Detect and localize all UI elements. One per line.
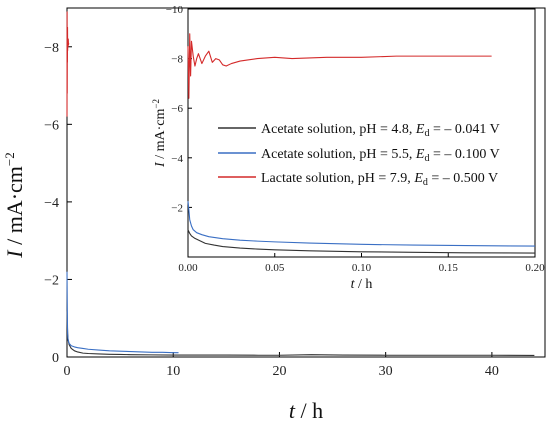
main-x-axis-label: t / h — [289, 398, 323, 423]
inset-y-tick-label: −4 — [171, 153, 183, 165]
inset-y-tick-label: −2 — [171, 202, 183, 214]
inset-y-axis-label: I / mA·cm−2 — [151, 99, 168, 168]
main-series-line-1 — [66, 310, 535, 356]
inset-y-tick-label: −8 — [171, 54, 183, 66]
inset-x-tick-label: 0.20 — [525, 262, 545, 274]
main-series-line-2 — [66, 271, 179, 354]
main-x-tick-label: 30 — [379, 364, 393, 379]
main-y-tick-label: −8 — [44, 41, 59, 56]
main-y-tick-label: −4 — [44, 196, 59, 211]
main-x-tick-label: 10 — [166, 364, 180, 379]
legend-entry-2: Acetate solution, pH = 5.5, Ed = – 0.100… — [261, 147, 500, 164]
legend: Acetate solution, pH = 4.8, Ed = – 0.041… — [218, 122, 500, 188]
main-plot-frame — [66, 7, 546, 358]
inset-series-line-3 — [187, 33, 492, 99]
main-y-tick-label: 0 — [52, 351, 59, 366]
inset-x-tick-label: 0.10 — [352, 262, 372, 274]
main-series-line-3 — [66, 11, 70, 117]
main-x-tick-label: 20 — [272, 364, 286, 379]
main-y-tick-label: −6 — [44, 118, 59, 133]
inset-x-axis-label: t / h — [351, 277, 373, 292]
main-x-tick-label: 0 — [64, 364, 71, 379]
inset-series-line-1 — [187, 229, 536, 254]
main-y-tick-label: −2 — [44, 273, 59, 288]
legend-entry-1: Acetate solution, pH = 4.8, Ed = – 0.041… — [261, 122, 500, 139]
inset-plot: 0.00 0.05 0.10 0.15 0.20 −2 −4 −6 −8 −10 t / h I / … — [151, 4, 545, 292]
inset-series-line-2 — [187, 201, 536, 247]
legend-entry-3: Lactate solution, pH = 7.9, Ed = – 0.500… — [261, 171, 498, 188]
inset-x-tick-label: 0.15 — [439, 262, 459, 274]
inset-y-tick-label: −6 — [171, 103, 183, 115]
main-x-tick-label: 40 — [485, 364, 499, 379]
inset-x-tick-label: 0.00 — [178, 262, 198, 274]
main-plot: 0 10 20 30 40 0 −2 −4 −6 −8 t / h I / mA·cm−2 — [2, 7, 546, 423]
inset-x-tick-label: 0.05 — [265, 262, 285, 274]
inset-y-tick-label: −10 — [166, 4, 184, 16]
main-y-axis-label: I / mA·cm−2 — [2, 152, 27, 259]
inset-plot-frame — [187, 8, 536, 258]
